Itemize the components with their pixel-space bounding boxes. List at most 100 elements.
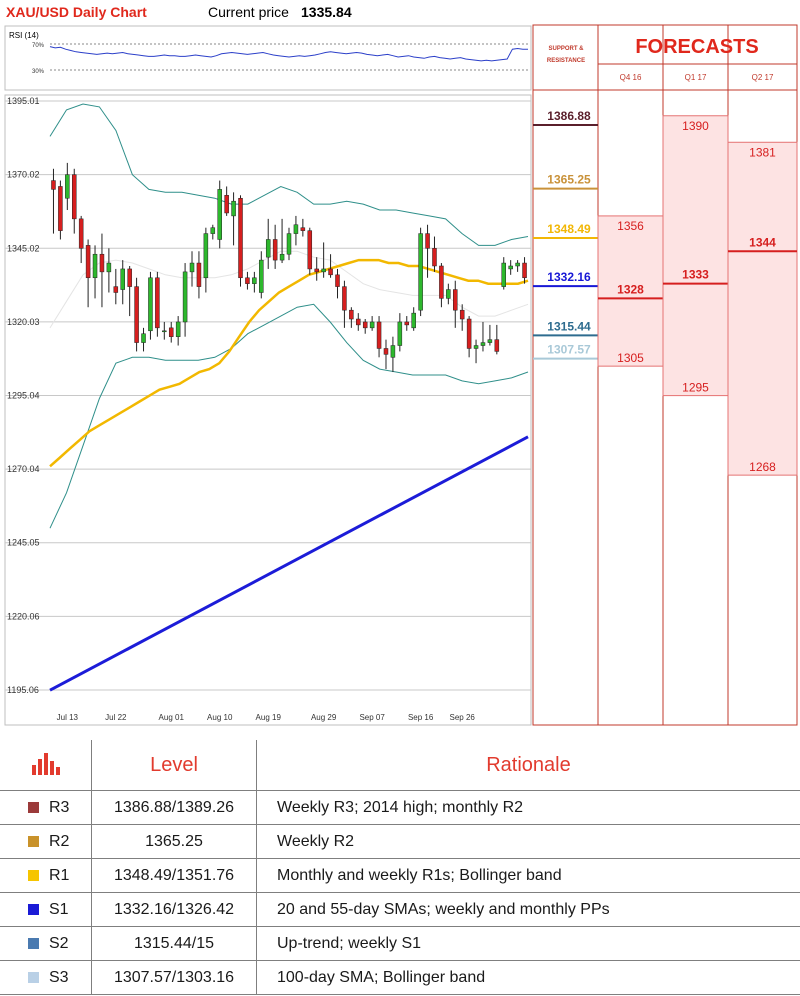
level-label: 1307.57 bbox=[547, 343, 591, 357]
candle-body bbox=[335, 274, 340, 287]
table-row: S2 1315.44/15 Up-trend; weekly S1 bbox=[0, 926, 800, 961]
forecast-low: 1268 bbox=[749, 460, 776, 474]
candle-body bbox=[134, 286, 139, 343]
candle-body bbox=[494, 339, 500, 352]
candle-body bbox=[196, 262, 202, 287]
bollinger-lower bbox=[49, 303, 529, 529]
row-rationale: 20 and 55-day SMAs; weekly and monthly P… bbox=[256, 892, 800, 927]
candle-body bbox=[92, 253, 98, 279]
rsi-panel bbox=[4, 25, 532, 91]
row-rationale: Weekly R2 bbox=[256, 824, 800, 859]
candle-body bbox=[113, 286, 119, 293]
candle-body bbox=[71, 174, 77, 220]
forecasts-title: FORECASTS bbox=[635, 36, 758, 58]
support-resistance-title: SUPPORT & bbox=[548, 46, 584, 52]
row-tag: R3 bbox=[49, 798, 70, 816]
candle-body bbox=[231, 200, 236, 217]
x-tick-label: Aug 19 bbox=[256, 713, 282, 722]
sma-55 bbox=[49, 258, 529, 468]
support-resistance-title: RESISTANCE bbox=[547, 58, 585, 64]
candle-body bbox=[508, 265, 513, 270]
candle-body bbox=[203, 233, 209, 279]
price-value: 1335.84 bbox=[301, 4, 352, 20]
forecast-quarter: Q2 17 bbox=[752, 73, 774, 82]
candle-body bbox=[210, 227, 216, 234]
candle-body bbox=[217, 189, 222, 240]
x-tick-label: Aug 10 bbox=[207, 713, 233, 722]
candle-body bbox=[148, 277, 153, 332]
candle-body bbox=[425, 233, 430, 249]
forecast-high: 1390 bbox=[682, 119, 709, 133]
candle-body bbox=[473, 345, 479, 349]
candle-body bbox=[459, 309, 465, 320]
candle-body bbox=[439, 265, 444, 299]
color-swatch bbox=[28, 802, 39, 813]
candle-body bbox=[85, 245, 91, 279]
row-level: 1365.25 bbox=[91, 824, 257, 859]
level-label: 1365.25 bbox=[547, 173, 591, 187]
row-level: 1332.16/1326.42 bbox=[91, 892, 257, 927]
candle-body bbox=[307, 230, 313, 270]
forecast-range bbox=[597, 215, 664, 367]
candle-body bbox=[411, 312, 416, 329]
candle-body bbox=[321, 268, 326, 273]
forecast-high: 1356 bbox=[617, 219, 644, 233]
candle-body bbox=[342, 286, 347, 311]
candle-body bbox=[78, 218, 84, 249]
row-rationale: Up-trend; weekly S1 bbox=[256, 926, 800, 961]
row-level: 1386.88/1389.26 bbox=[91, 790, 257, 825]
candle-body bbox=[515, 262, 520, 267]
candle-body bbox=[446, 289, 451, 299]
color-swatch bbox=[28, 972, 39, 983]
candle-body bbox=[314, 268, 319, 273]
candle-body bbox=[390, 345, 396, 358]
candle-body bbox=[120, 268, 125, 290]
candle-body bbox=[162, 330, 167, 333]
row-tag: S2 bbox=[49, 934, 69, 952]
candle-body bbox=[272, 239, 278, 261]
bollinger-upper bbox=[49, 103, 529, 246]
y-tick-label: 1220.06 bbox=[7, 611, 40, 621]
x-tick-label: Sep 26 bbox=[450, 713, 476, 722]
candle-body bbox=[418, 233, 423, 311]
candle-body bbox=[404, 321, 410, 326]
candle-body bbox=[127, 268, 132, 287]
row-level: 1348.49/1351.76 bbox=[91, 858, 257, 893]
candle-body bbox=[168, 327, 174, 337]
level-label: 1332.16 bbox=[547, 270, 591, 284]
forecast-mid: 1344 bbox=[749, 235, 776, 249]
candle-body bbox=[265, 239, 271, 258]
forecast-low: 1295 bbox=[682, 381, 709, 395]
forecast-high: 1381 bbox=[749, 145, 776, 159]
row-tag: S1 bbox=[49, 900, 69, 918]
y-tick-label: 1270.04 bbox=[7, 464, 40, 474]
y-tick-label: 1195.06 bbox=[7, 685, 39, 695]
table-row: S3 1307.57/1303.16 100-day SMA; Bollinge… bbox=[0, 960, 800, 995]
candle-body bbox=[349, 309, 354, 320]
forecast-quarter: Q4 16 bbox=[620, 73, 642, 82]
candle-body bbox=[397, 321, 403, 346]
candle-body bbox=[501, 262, 507, 287]
row-tag: S3 bbox=[49, 968, 69, 986]
y-tick-label: 1395.01 bbox=[7, 96, 40, 106]
color-swatch bbox=[28, 836, 39, 847]
levels-table: Level Rationale R3 1386.88/1389.26 Weekl… bbox=[0, 740, 800, 995]
price-panel bbox=[4, 94, 532, 726]
candle-body bbox=[369, 321, 375, 329]
color-swatch bbox=[28, 938, 39, 949]
color-swatch bbox=[28, 904, 39, 915]
row-tag: R2 bbox=[49, 832, 70, 850]
header-rationale: Rationale bbox=[256, 740, 800, 791]
x-tick-label: Jul 13 bbox=[57, 713, 79, 722]
candle-body bbox=[175, 321, 181, 337]
table-row: S1 1332.16/1326.42 20 and 55-day SMAs; w… bbox=[0, 892, 800, 927]
row-rationale: Monthly and weekly R1s; Bollinger band bbox=[256, 858, 800, 893]
rsi-tick-70: 70% bbox=[32, 43, 45, 49]
table-row: R2 1365.25 Weekly R2 bbox=[0, 824, 800, 859]
x-tick-label: Aug 29 bbox=[311, 713, 337, 722]
row-level: 1315.44/15 bbox=[91, 926, 257, 961]
candle-body bbox=[522, 262, 527, 279]
x-tick-label: Jul 22 bbox=[105, 713, 127, 722]
y-tick-label: 1370.02 bbox=[7, 170, 40, 180]
candle-body bbox=[453, 289, 458, 311]
